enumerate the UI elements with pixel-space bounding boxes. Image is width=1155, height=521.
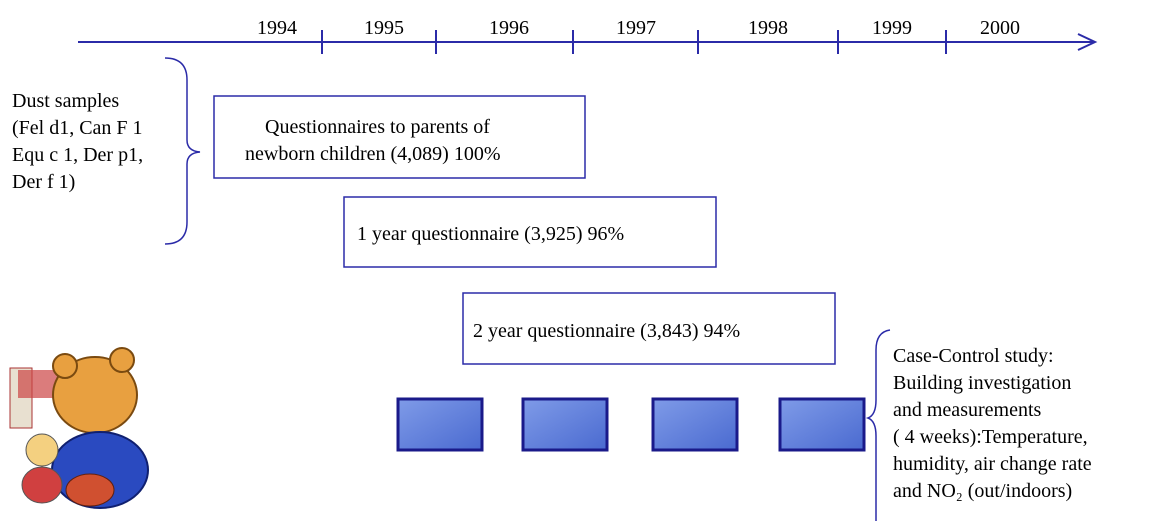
- year-label: 1997: [616, 17, 656, 39]
- year-label: 1996: [489, 17, 529, 39]
- box: [462, 292, 836, 365]
- year-labels: 1994 1995 1996 1997 1998 1999 2000: [257, 17, 1020, 39]
- box-line: newborn children (4,089) 100%: [245, 143, 501, 165]
- dust-samples-text: Dust samples (Fel d1, Can F 1 Equ c 1, Der…: [12, 90, 143, 193]
- case-line: humidity, air change rate: [893, 453, 1092, 475]
- year-label: 1994: [257, 17, 297, 39]
- year-label: 1998: [748, 17, 788, 39]
- box-line: Questionnaires to parents of: [265, 116, 490, 138]
- box-texts: Questionnaires to parents of newborn chil…: [245, 116, 740, 342]
- case-line: and measurements: [893, 399, 1041, 421]
- dust-line: (Fel d1, Can F 1: [12, 117, 143, 139]
- right-brace: [865, 329, 891, 521]
- left-brace: [164, 57, 201, 245]
- box-line: 2 year questionnaire (3,843) 94%: [473, 320, 740, 342]
- year-label: 2000: [980, 17, 1020, 39]
- case-line: Case-Control study:: [893, 345, 1054, 367]
- case-line: and NO₂ (out/indoors): [893, 480, 1072, 502]
- box-line: 1 year questionnaire (3,925) 96%: [357, 223, 624, 245]
- box: [213, 95, 586, 179]
- year-label: 1999: [872, 17, 912, 39]
- blue-squares: [396, 397, 866, 452]
- case-line: ( 4 weeks):Temperature,: [893, 426, 1088, 448]
- case-line: Building investigation: [893, 372, 1071, 394]
- timeline-arrow: [78, 30, 1098, 54]
- cartoon: [9, 347, 149, 509]
- year-label: 1995: [364, 17, 404, 39]
- dust-line: Equ c 1, Der p1,: [12, 144, 143, 166]
- box: [343, 196, 717, 268]
- dust-line: Der f 1): [12, 171, 75, 193]
- dust-line: Dust samples: [12, 90, 119, 112]
- case-control-text: Case-Control study: Building investigatio…: [893, 345, 1092, 502]
